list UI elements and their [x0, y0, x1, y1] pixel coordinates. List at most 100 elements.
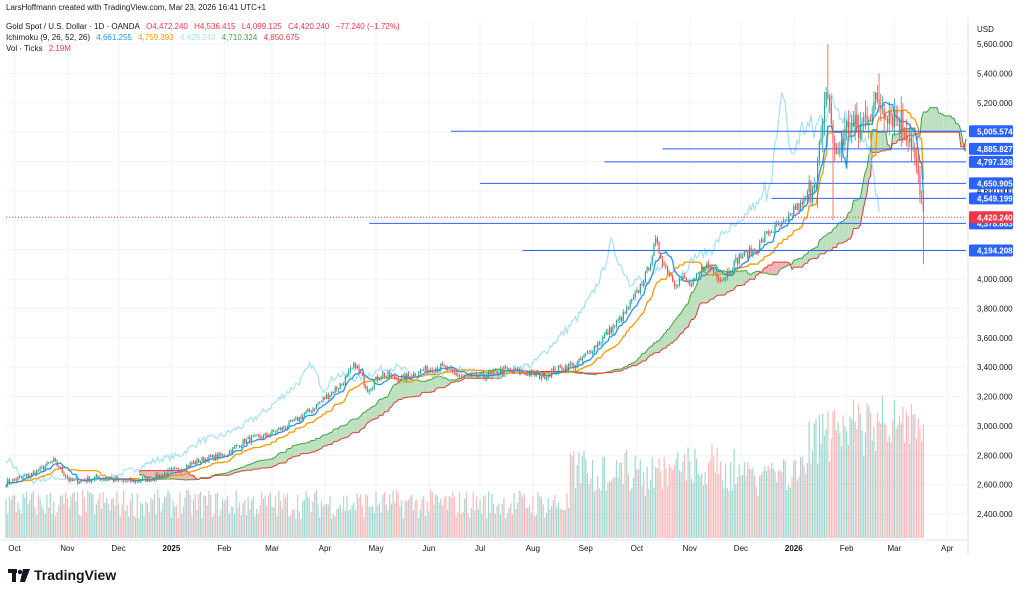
ichimoku-lead-a-value: 4,710.324 [222, 33, 258, 42]
candle-body [689, 282, 690, 286]
volume-bar [152, 500, 153, 538]
candle-body [302, 416, 303, 420]
ichimoku-cloud-segment [284, 452, 286, 463]
volume-bar [520, 492, 521, 538]
candle-body [650, 264, 651, 270]
volume-bar [256, 509, 257, 538]
volume-bar [783, 459, 784, 538]
volume-bar [715, 473, 716, 538]
volume-bar [319, 517, 320, 538]
volume-bar [895, 429, 896, 538]
volume-bar [735, 485, 736, 538]
candle-body [459, 376, 460, 377]
candle-body [582, 358, 583, 360]
tradingview-logo[interactable]: TradingView [8, 567, 116, 583]
candle-body [740, 254, 741, 258]
candle-body [512, 371, 513, 372]
volume-bar [423, 496, 424, 538]
volume-bar [802, 457, 803, 538]
volume-bar [878, 421, 879, 538]
candle-body [363, 375, 364, 385]
candle-body [285, 428, 286, 429]
volume-bar [832, 411, 833, 538]
volume-bar [481, 514, 482, 538]
candle-body [587, 352, 588, 354]
ichimoku-legend[interactable]: Ichimoku (9, 26, 52, 26) 4,661.255 4,759… [6, 33, 303, 43]
candle-body [889, 111, 890, 124]
volume-bar [529, 506, 530, 538]
ichimoku-cloud-segment [419, 381, 421, 397]
ichimoku-cloud-segment [323, 435, 325, 446]
candle-body [495, 369, 496, 370]
candle-body [561, 367, 562, 371]
volume-bar [365, 494, 366, 538]
candle-body [295, 417, 296, 418]
volume-bar [130, 501, 131, 538]
ichimoku-cloud-segment [838, 223, 840, 243]
price-tick-label: 2,800.000 [977, 451, 1013, 460]
volume-bar [537, 492, 538, 538]
volume-bar [667, 486, 668, 538]
volume-bar [186, 490, 187, 538]
volume-bar [800, 457, 801, 538]
volume-bar [410, 497, 411, 538]
candle-body [11, 483, 12, 484]
volume-bar [87, 490, 88, 538]
volume-bar [657, 468, 658, 538]
volume-bar [790, 488, 791, 538]
volume-bar [43, 509, 44, 538]
volume-bar [91, 493, 92, 538]
volume-bar [711, 444, 712, 538]
volume-bar [166, 496, 167, 538]
candle-body [677, 285, 678, 286]
volume-bar [46, 495, 47, 538]
candle-body [572, 363, 573, 365]
candle-body [773, 232, 774, 233]
volume-legend[interactable]: Vol · Ticks 2.19M [6, 44, 75, 54]
candle-body [21, 477, 22, 478]
candle-body [265, 434, 266, 435]
candle-body [532, 371, 533, 372]
ichimoku-cloud-segment [930, 107, 932, 132]
volume-bar [669, 464, 670, 538]
volume-bar [63, 504, 64, 538]
candle-body [121, 480, 122, 481]
ichimoku-cloud [139, 107, 966, 480]
candle-body [227, 455, 228, 456]
volume-bar [391, 503, 392, 538]
ichimoku-cloud-segment [927, 110, 929, 132]
ichimoku-cloud-segment [664, 333, 666, 349]
volume-bar [756, 487, 757, 538]
symbol-name[interactable]: Gold Spot / U.S. Dollar · 1D · OANDA [6, 22, 140, 31]
candle-body [759, 242, 760, 250]
time-tick-label: Feb [840, 544, 854, 553]
candle-body [861, 122, 862, 125]
candle-body [101, 478, 102, 479]
tradingview-wordmark: TradingView [34, 567, 116, 583]
candle-body [527, 373, 528, 376]
volume-bar [65, 492, 66, 538]
candle-body [867, 115, 868, 125]
candle-body [336, 387, 337, 389]
candle-body [181, 469, 182, 471]
ichimoku-cloud-segment [794, 260, 796, 267]
volume-bar [568, 508, 569, 538]
volume-bar [693, 483, 694, 538]
volume-bar [575, 488, 576, 538]
candle-body [916, 159, 917, 165]
volume-bar [111, 499, 112, 538]
time-tick-label: Nov [683, 544, 697, 553]
candle-body [694, 278, 695, 279]
volume-bar [425, 516, 426, 538]
volume-bar [730, 462, 731, 538]
volume-bar [287, 493, 288, 538]
tradingview-logo-icon [8, 569, 30, 582]
candle-body [311, 411, 312, 412]
volume-bar [113, 498, 114, 538]
candle-body [585, 354, 586, 355]
volume-bar [918, 419, 919, 538]
candle-body [604, 335, 605, 337]
volume-bar [507, 513, 508, 538]
